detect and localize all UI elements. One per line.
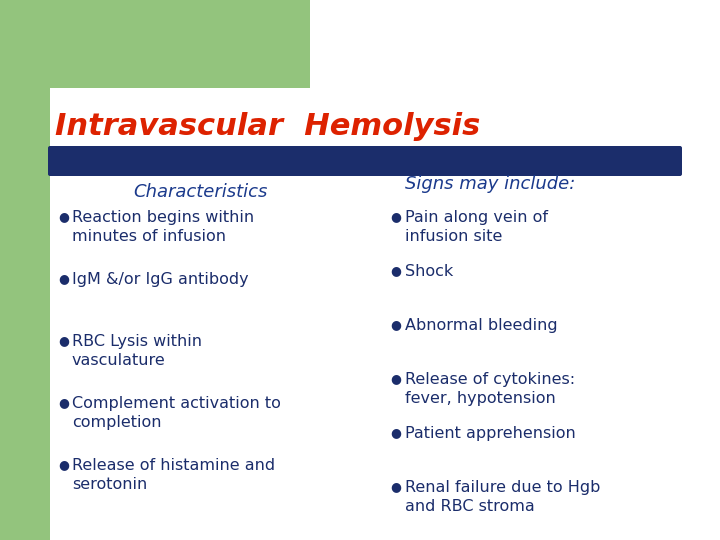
Text: ●: ●	[58, 210, 69, 223]
Text: ●: ●	[390, 318, 401, 331]
Text: Signs may include:: Signs may include:	[405, 175, 575, 193]
Text: ●: ●	[58, 458, 69, 471]
Text: Release of histamine and
serotonin: Release of histamine and serotonin	[72, 458, 275, 492]
Text: Characteristics: Characteristics	[132, 183, 267, 201]
Text: ●: ●	[390, 264, 401, 277]
Bar	[0, 88, 50, 540]
Text: ●: ●	[58, 272, 69, 285]
Text: ●: ●	[390, 210, 401, 223]
Text: Renal failure due to Hgb
and RBC stroma: Renal failure due to Hgb and RBC stroma	[405, 480, 600, 514]
FancyBboxPatch shape	[48, 146, 682, 176]
Text: Complement activation to
completion: Complement activation to completion	[72, 396, 281, 430]
Text: Abnormal bleeding: Abnormal bleeding	[405, 318, 557, 333]
Text: ●: ●	[58, 334, 69, 347]
Bar	[0, 0, 310, 88]
Text: ●: ●	[390, 480, 401, 493]
Text: Intravascular  Hemolysis: Intravascular Hemolysis	[55, 112, 480, 141]
Text: Patient apprehension: Patient apprehension	[405, 426, 576, 441]
Text: Release of cytokines:
fever, hypotension: Release of cytokines: fever, hypotension	[405, 372, 575, 406]
Text: Reaction begins within
minutes of infusion: Reaction begins within minutes of infusi…	[72, 210, 254, 244]
Text: RBC Lysis within
vasculature: RBC Lysis within vasculature	[72, 334, 202, 368]
Text: ●: ●	[58, 396, 69, 409]
Text: Pain along vein of
infusion site: Pain along vein of infusion site	[405, 210, 548, 244]
Text: ●: ●	[390, 372, 401, 385]
Text: IgM &/or IgG antibody: IgM &/or IgG antibody	[72, 272, 248, 287]
Text: Shock: Shock	[405, 264, 454, 279]
Text: ●: ●	[390, 426, 401, 439]
